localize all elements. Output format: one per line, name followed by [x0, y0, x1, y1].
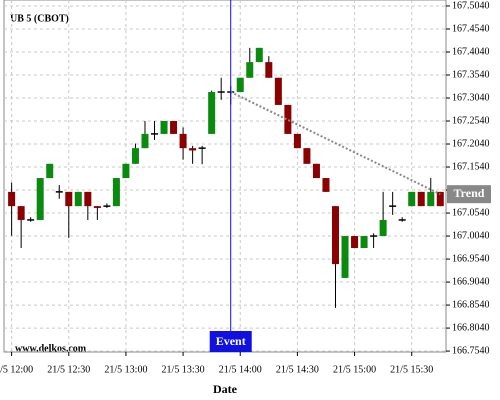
candle-body — [322, 178, 330, 192]
candle-body — [293, 133, 301, 149]
x-tick-label: 21/5 12:30 — [47, 364, 90, 375]
candle-body — [179, 133, 187, 149]
candle-body — [255, 47, 263, 63]
candle-body — [236, 77, 244, 93]
candle-body — [36, 178, 44, 220]
candle-body — [332, 206, 339, 265]
candle-body — [93, 206, 101, 208]
candle-body — [351, 236, 359, 249]
candle-body — [265, 62, 273, 78]
x-tick-label: 21/5 14:00 — [219, 364, 262, 375]
y-tick-label: 167.2040 — [452, 138, 490, 149]
trend-line — [230, 91, 441, 196]
candle-body — [427, 191, 435, 207]
chart-title: UB 5 (CBOT) — [10, 13, 69, 24]
y-tick-label: 166.8040 — [452, 322, 490, 333]
y-tick-label: 167.2540 — [452, 115, 490, 126]
y-tick-label: 166.7540 — [452, 345, 490, 356]
y-tick-label: 167.1540 — [452, 161, 490, 172]
x-tick-label: 21/5 13:30 — [162, 364, 205, 375]
candle-body — [284, 104, 292, 134]
y-tick-label: 166.9540 — [452, 253, 490, 264]
candle-body — [312, 163, 320, 179]
x-tick-label: 21/5 14:30 — [276, 364, 319, 375]
candle-body — [46, 163, 54, 179]
event-label-box — [209, 331, 252, 352]
event-label: Event — [216, 334, 246, 348]
y-tick-label: 167.0040 — [452, 230, 490, 241]
y-tick-label: 167.4540 — [452, 23, 490, 34]
y-tick-label: 166.9040 — [452, 276, 490, 287]
trend-label: Trend — [454, 186, 485, 200]
candle-body — [417, 191, 425, 207]
candle-body — [208, 92, 216, 134]
candle-body — [160, 121, 168, 134]
y-tick-label: 167.4040 — [452, 46, 490, 57]
y-tick-label: 166.8540 — [452, 299, 490, 310]
candle-body — [170, 121, 178, 134]
candle-body — [360, 236, 368, 249]
candle-body — [246, 62, 254, 78]
y-tick-label: 167.0540 — [452, 207, 490, 218]
x-tick-label: 21/5 15:30 — [390, 364, 433, 375]
plot-frame — [3, 0, 447, 353]
watermark: www.delkos.com — [15, 343, 87, 354]
candle-body — [436, 191, 444, 207]
x-axis-label: Date — [213, 382, 238, 396]
candle-body — [65, 191, 73, 207]
candle-body — [379, 219, 387, 237]
candle-body — [303, 148, 311, 164]
candle-body — [408, 191, 416, 207]
candle-body — [74, 191, 82, 207]
candle-body — [17, 206, 25, 220]
candle-body — [84, 191, 92, 207]
candle-body — [8, 191, 16, 207]
candle-body — [141, 133, 149, 149]
candle-body — [131, 148, 139, 164]
candle-body — [122, 163, 130, 179]
x-tick-label: 21/5 12:00 — [0, 364, 33, 375]
x-tick-label: 21/5 15:00 — [333, 364, 376, 375]
y-tick-label: 167.5040 — [452, 0, 490, 11]
candle-body — [274, 77, 282, 105]
y-tick-label: 167.3540 — [452, 69, 490, 80]
candle-body — [341, 236, 349, 278]
x-tick-label: 21/5 13:00 — [104, 364, 147, 375]
y-tick-label: 167.3040 — [452, 92, 490, 103]
candle-body — [112, 178, 120, 207]
candle-body — [189, 148, 197, 151]
trend-label-box — [447, 185, 491, 204]
